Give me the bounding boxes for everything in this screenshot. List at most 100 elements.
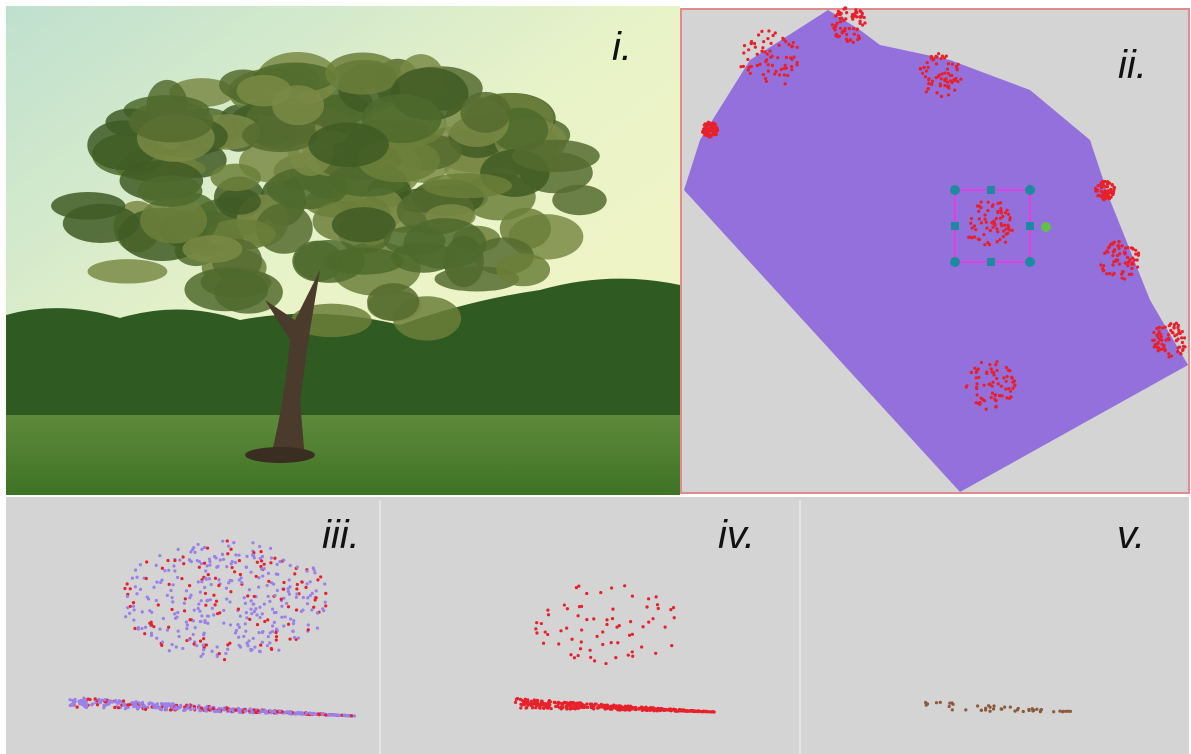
cloud-point [288, 637, 291, 640]
cloud-point [302, 596, 305, 599]
cluster-point [765, 80, 768, 83]
cloud-point [289, 564, 292, 567]
cluster-point [1124, 262, 1127, 265]
cloud-point [282, 588, 285, 591]
ground-point [209, 706, 212, 709]
ground-point [989, 706, 992, 709]
ground-point [626, 705, 629, 708]
cluster-point [995, 217, 998, 220]
cloud-point [216, 645, 219, 648]
cluster-point [927, 82, 930, 85]
cloud-point [188, 618, 191, 621]
cluster-point [1103, 189, 1106, 192]
cloud-point [593, 659, 596, 662]
cloud-point [292, 619, 295, 622]
cloud-point [269, 561, 272, 564]
cluster-point [747, 48, 750, 51]
cloud-point [267, 580, 270, 583]
cluster-point [1000, 211, 1003, 214]
ground-point [107, 702, 110, 705]
cluster-point [924, 75, 927, 78]
cluster-point [790, 68, 793, 71]
cloud-point [252, 554, 255, 557]
cloud-point [204, 577, 207, 580]
cluster-point [978, 401, 981, 404]
ground-point [550, 707, 553, 710]
ground-point [706, 710, 709, 713]
cloud-point [248, 588, 251, 591]
cluster-point [1001, 394, 1004, 397]
cloud-point [246, 594, 249, 597]
cluster-point [774, 31, 777, 34]
foliage [88, 259, 168, 283]
ground-point [1000, 707, 1003, 710]
ground-point [152, 706, 155, 709]
ground-point [218, 710, 221, 713]
ground-point [566, 705, 569, 708]
ground-point [603, 707, 606, 710]
cloud-point [629, 620, 632, 623]
cloud-point [244, 630, 247, 633]
cluster-point [983, 213, 986, 216]
cluster-point [739, 65, 742, 68]
ground-point [122, 704, 125, 707]
cloud-point [316, 611, 319, 614]
cluster-point [975, 369, 978, 372]
cluster-point [999, 201, 1002, 204]
cluster-point [943, 71, 946, 74]
cloud-point [166, 629, 169, 632]
cluster-point [750, 41, 753, 44]
ground-point [619, 705, 622, 708]
cluster-point [838, 35, 841, 38]
cluster-point [983, 243, 986, 246]
cloud-point [280, 616, 283, 619]
foliage [137, 175, 202, 206]
cloud-point [178, 559, 181, 562]
ground-point [948, 705, 951, 708]
cluster-point [778, 73, 781, 76]
cloud-point [181, 647, 184, 650]
cluster-point [1111, 192, 1114, 195]
cluster-point [762, 40, 765, 43]
cluster-point [1113, 248, 1116, 251]
cluster-point [768, 50, 771, 53]
cloud-point [189, 550, 192, 553]
cloud-point [623, 584, 626, 587]
ground-point [260, 710, 263, 713]
cluster-point [765, 58, 768, 61]
cluster-point [992, 373, 995, 376]
cloud-point [185, 589, 188, 592]
page: i. ii. iii. iv. v. (() => { const data =… [0, 0, 1191, 754]
cloud-point [577, 654, 580, 657]
ground-point [179, 704, 182, 707]
cloud-point [255, 613, 258, 616]
cloud-point [126, 606, 129, 609]
cluster-point [921, 72, 924, 75]
ground-point [653, 709, 656, 712]
cloud-point [535, 621, 538, 624]
cloud-point [231, 566, 234, 569]
cloud-point [611, 608, 614, 611]
cloud-point [546, 608, 549, 611]
cloud-point [547, 613, 550, 616]
cluster-point [1096, 189, 1099, 192]
cloud-point [150, 632, 153, 635]
cluster-point [997, 382, 1000, 385]
cluster-point [844, 27, 847, 30]
cloud-point [202, 644, 205, 647]
cloud-point [172, 564, 175, 567]
cloud-point [237, 554, 240, 557]
cluster-point [775, 70, 778, 73]
ground-point [617, 708, 620, 711]
cloud-point [236, 623, 239, 626]
ground-point [251, 710, 254, 713]
cluster-point [852, 41, 855, 44]
cloud-point [245, 611, 248, 614]
cloud-point [205, 599, 208, 602]
cluster-point [993, 222, 996, 225]
cluster-point [1123, 252, 1126, 255]
cluster-point [760, 30, 763, 33]
cluster-point [845, 37, 848, 40]
cluster-point [1113, 241, 1116, 244]
ground-point [80, 702, 83, 705]
